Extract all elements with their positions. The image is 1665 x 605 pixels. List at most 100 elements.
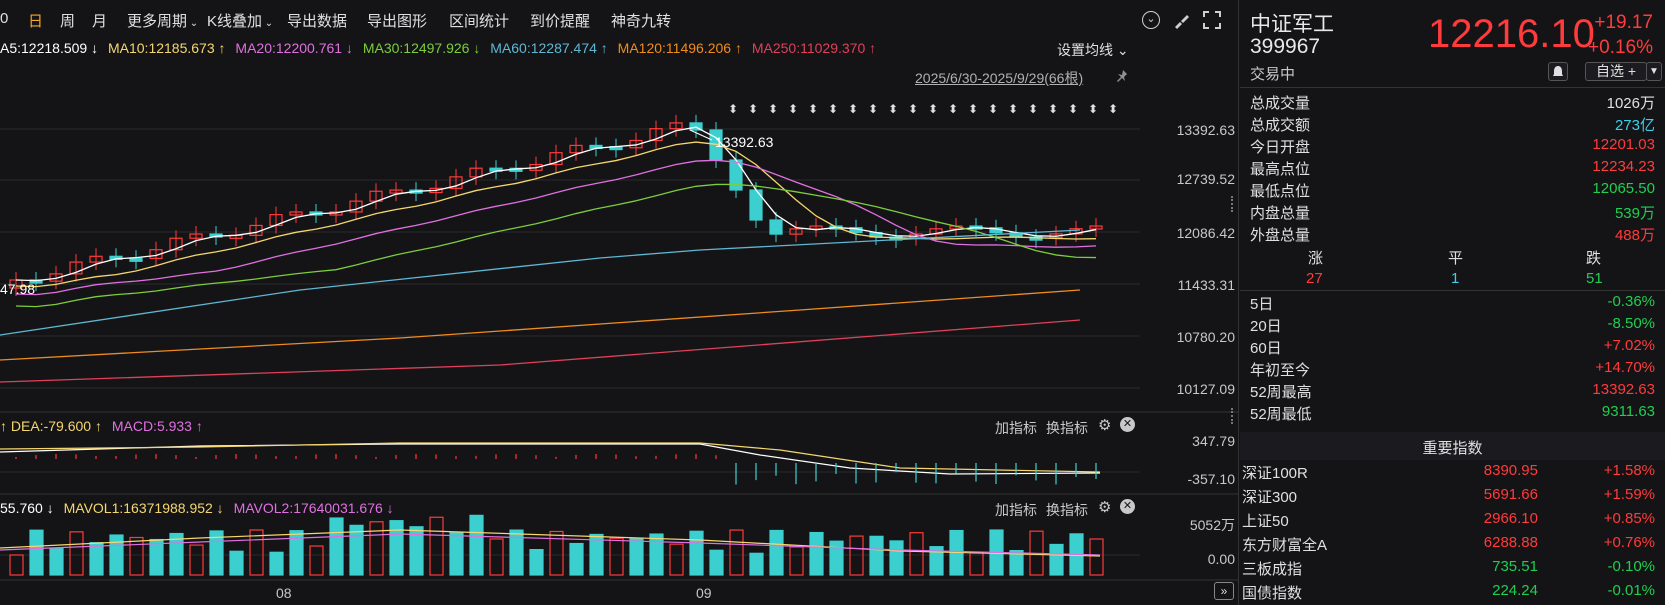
date-range-label[interactable]: 2025/6/30-2025/9/29(66根) xyxy=(915,70,1084,86)
volume-bar xyxy=(809,531,824,576)
volume-bar xyxy=(329,517,344,576)
index-row[interactable]: 上证50 2966.10 +0.85% xyxy=(1242,510,1655,534)
ma30-legend: MA30:12497.926 ↓ xyxy=(362,40,481,56)
kline-chart[interactable]: ⬍ ⬍ ⬍ ⬍ ⬍ ⬍ ⬍ ⬍ ⬍ ⬍ ⬍ ⬍ ⬍ ⬍ ⬍ ⬍ ⬍ ⬍ ⬍ ⬍ xyxy=(0,0,1238,605)
more-periods-menu[interactable]: 更多周期 ⌄ xyxy=(127,13,199,30)
volume-bar xyxy=(829,540,844,576)
range-stats-button[interactable]: 区间统计 xyxy=(449,13,510,30)
candle-body xyxy=(629,139,643,149)
candle-body xyxy=(469,167,483,178)
signal-arrow-icon: ⬍ xyxy=(1008,102,1018,116)
candle-body xyxy=(549,152,563,166)
index-name: 三板成指 xyxy=(1242,561,1303,578)
ma120-legend: MA120:11496.206 ↑ xyxy=(617,40,742,56)
volume-bar xyxy=(129,536,144,576)
period-row: 52周最高 13392.63 xyxy=(1250,381,1655,403)
volume-bar xyxy=(9,554,24,576)
period-day-tab[interactable]: 日 xyxy=(28,13,44,30)
add-watchlist-button[interactable]: 自选 + xyxy=(1585,62,1647,81)
add-indicator-button[interactable]: 加指标 xyxy=(995,502,1037,518)
fullscreen-icon[interactable] xyxy=(1202,10,1222,30)
signal-arrow-icon: ⬍ xyxy=(728,102,738,116)
watchlist-dropdown-icon[interactable]: ▼ xyxy=(1646,62,1662,81)
kline-overlay-menu[interactable]: K线叠加 ⌄ xyxy=(207,13,274,30)
mavol1-legend: MAVOL1:16371988.952 ↓ xyxy=(63,500,224,516)
brush-icon[interactable] xyxy=(1172,12,1190,30)
period-value: -8.50% xyxy=(1607,315,1655,332)
candle-body xyxy=(449,176,463,189)
dea-legend: ↑ DEA:-79.600 ↑ xyxy=(0,418,102,434)
period-row: 52周最低 9311.63 xyxy=(1250,403,1655,425)
signal-arrow-icon: ⬍ xyxy=(968,102,978,116)
volume-bar xyxy=(589,533,604,576)
volume-bar xyxy=(89,542,104,576)
ma250-legend: MA250:11029.370 ↑ xyxy=(751,40,877,56)
index-row[interactable]: 深证300 5691.66 +1.59% xyxy=(1242,486,1655,510)
pin-icon[interactable] xyxy=(1116,69,1130,83)
volume-bar xyxy=(969,552,984,576)
index-price: 224.24 xyxy=(1492,582,1538,599)
price-axis-label: 10127.09 xyxy=(1176,381,1235,397)
gear-icon[interactable]: ⚙ xyxy=(1098,417,1112,434)
collapse-icon[interactable]: ⌄ xyxy=(1142,11,1160,29)
index-row[interactable]: 三板成指 735.51 -0.10% xyxy=(1242,558,1655,582)
index-name: 国债指数 xyxy=(1242,585,1303,602)
macd-axis-label: -357.10 xyxy=(1187,471,1235,487)
stat-row: 最低点位 12065.50 xyxy=(1250,180,1655,202)
ma-settings-button[interactable]: 设置均线 ⌄ xyxy=(1057,42,1129,58)
divider xyxy=(1240,87,1665,88)
stat-value: 12201.03 xyxy=(1592,136,1655,153)
trading-status: 交易中 xyxy=(1250,66,1296,83)
ma60-legend: MA60:12287.474 ↑ xyxy=(490,40,608,56)
mavol1-line xyxy=(0,529,1101,557)
gear-icon[interactable]: ⚙ xyxy=(1098,499,1112,516)
stat-value: 488万 xyxy=(1614,227,1655,244)
signal-arrow-icon: ⬍ xyxy=(1048,102,1058,116)
volume-bar xyxy=(629,538,644,576)
volume-bar xyxy=(469,514,484,576)
index-change: -0.01% xyxy=(1607,582,1655,599)
price-change: +19.17 +0.16% xyxy=(1588,10,1653,60)
signal-arrow-icon: ⬍ xyxy=(788,102,798,116)
close-icon[interactable]: ✕ xyxy=(1120,417,1135,432)
period-week-tab[interactable]: 周 xyxy=(60,13,76,30)
panel-resize-handle[interactable] xyxy=(1231,196,1237,212)
volume-bar xyxy=(889,540,904,576)
export-chart-button[interactable]: 导出图形 xyxy=(367,13,428,30)
index-name: 上证50 xyxy=(1242,513,1289,530)
index-row[interactable]: 国债指数 224.24 -0.01% xyxy=(1242,582,1655,605)
signal-arrow-icon: ⬍ xyxy=(1068,102,1078,116)
price-alert-button[interactable]: 到价提醒 xyxy=(530,13,591,30)
period-minute-tab[interactable]: 0 xyxy=(0,10,9,27)
period-value: -0.36% xyxy=(1607,293,1655,310)
index-price: 2966.10 xyxy=(1483,510,1538,527)
index-price: 735.51 xyxy=(1492,558,1538,575)
index-row[interactable]: 深证100R 8390.95 +1.58% xyxy=(1242,462,1655,486)
vol-axis-label: 5052万 xyxy=(1189,517,1235,533)
dif-line xyxy=(0,443,1101,475)
add-indicator-button[interactable]: 加指标 xyxy=(995,420,1037,436)
indices-header[interactable]: 重要指数 xyxy=(1240,432,1665,460)
vol-value-legend: 55.760 ↓ xyxy=(0,500,54,516)
index-code: 399967 xyxy=(1250,35,1321,58)
quote-panel: 中证军工 399967 12216.10 +19.17 +0.16% 交易中 自… xyxy=(1240,0,1665,605)
panel-resize-handle[interactable] xyxy=(1231,408,1237,424)
index-row[interactable]: 东方财富全A 6288.88 +0.76% xyxy=(1242,534,1655,558)
signal-arrow-icon: ⬍ xyxy=(1028,102,1038,116)
signal-arrow-icon: ⬍ xyxy=(908,102,918,116)
switch-indicator-button[interactable]: 换指标 xyxy=(1046,502,1088,518)
high-point-label: 13392.63 xyxy=(715,134,774,150)
stat-row: 内盘总量 539万 xyxy=(1250,202,1655,224)
bell-icon[interactable] xyxy=(1548,62,1568,81)
switch-indicator-button[interactable]: 换指标 xyxy=(1046,420,1088,436)
volume-bar xyxy=(1049,543,1064,576)
ma30-line xyxy=(15,183,1097,308)
dea-line xyxy=(0,442,1101,473)
volume-bar xyxy=(409,526,424,576)
volume-bar xyxy=(649,533,664,576)
magic-nine-button[interactable]: 神奇九转 xyxy=(611,13,672,30)
close-icon[interactable]: ✕ xyxy=(1120,499,1135,514)
period-month-tab[interactable]: 月 xyxy=(92,13,108,30)
scroll-right-button[interactable]: » xyxy=(1214,582,1234,600)
export-data-button[interactable]: 导出数据 xyxy=(287,13,348,30)
